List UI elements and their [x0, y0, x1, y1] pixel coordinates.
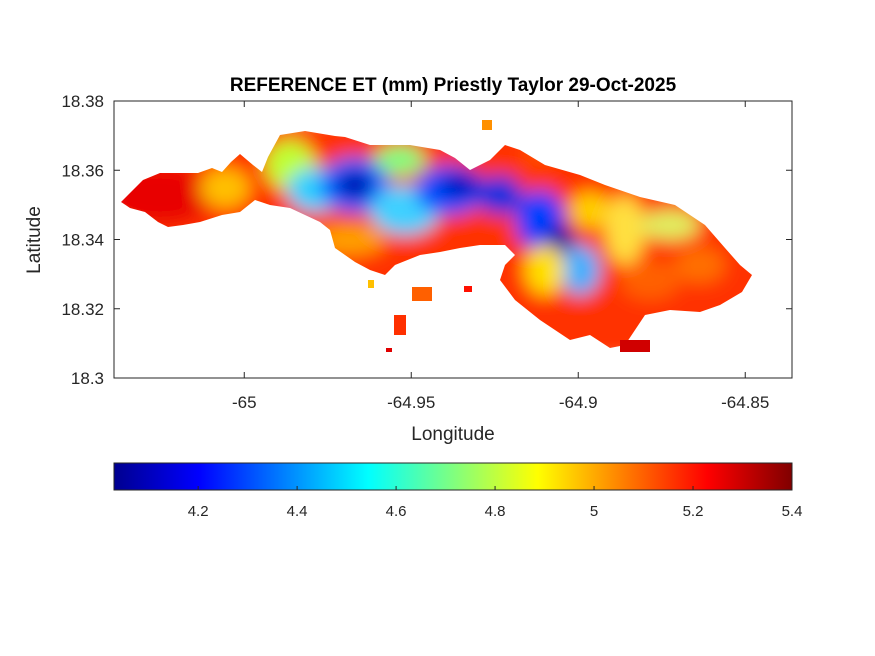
heatmap-blob-n: [570, 192, 610, 228]
heatmap-blob-west2: [200, 168, 250, 208]
heatmap-blob-west: [121, 165, 215, 225]
heatmap-base: [121, 131, 752, 348]
heatmap-blob-o: [605, 195, 645, 265]
heatmap-patch-5: [482, 120, 492, 130]
heatmap-blob-h: [440, 172, 480, 198]
colorbar-ticks: 4.2 4.4 4.6 4.8 5 5.2 5.4: [188, 486, 803, 520]
x-tick-label: -64.9: [559, 393, 598, 412]
colorbar-tick-label: 5: [590, 503, 598, 520]
y-tick-label: 18.36: [61, 161, 104, 180]
heatmap-blob-m: [525, 245, 565, 295]
heatmap-blob-p: [640, 210, 700, 240]
heatmap-blob-s: [520, 145, 560, 165]
y-tick-label: 18.32: [61, 300, 104, 319]
heatmap-patch-4: [464, 286, 472, 292]
et-heatmap: [121, 120, 752, 352]
heatmap-blob-r: [675, 247, 725, 283]
colorbar-tick-label: 4.6: [386, 503, 407, 520]
x-tick-label: -64.85: [721, 393, 769, 412]
heatmap-patch-1: [412, 287, 432, 301]
colorbar-tick-label: 5.2: [683, 503, 704, 520]
heatmap-blob-f: [315, 225, 385, 255]
heatmap-blob-i: [478, 175, 522, 215]
y-tick-label: 18.34: [61, 231, 104, 250]
colorbar-tick-label: 4.8: [485, 503, 506, 520]
heatmap-blob-e: [375, 145, 425, 175]
colorbar: [113, 462, 793, 491]
heatmap-patch-2: [394, 315, 406, 335]
heatmap-blob-c: [337, 171, 373, 199]
heatmap-blob-l: [560, 245, 600, 295]
y-axis-label: Latitude: [24, 206, 45, 274]
heatmap-blob-q: [620, 260, 680, 300]
y-axis-ticks: 18.3 18.32 18.34 18.36 18.38: [61, 92, 792, 388]
y-tick-label: 18.38: [61, 92, 104, 111]
heatmap-patch-6: [620, 340, 650, 352]
colorbar-tick-label: 4.4: [287, 503, 308, 520]
heatmap-patch-7: [368, 280, 374, 288]
colorbar-tick-label: 4.2: [188, 503, 209, 520]
chart-title: REFERENCE ET (mm) Priestly Taylor 29-Oct…: [230, 75, 677, 96]
y-tick-label: 18.3: [71, 369, 104, 388]
heatmap-patch-3: [386, 348, 392, 352]
colorbar-tick-label: 5.4: [782, 503, 803, 520]
x-tick-label: -64.95: [387, 393, 435, 412]
x-axis-label: Longitude: [411, 424, 494, 445]
x-axis-ticks: -65 -64.95 -64.9 -64.85: [232, 101, 769, 412]
x-tick-label: -65: [232, 393, 257, 412]
